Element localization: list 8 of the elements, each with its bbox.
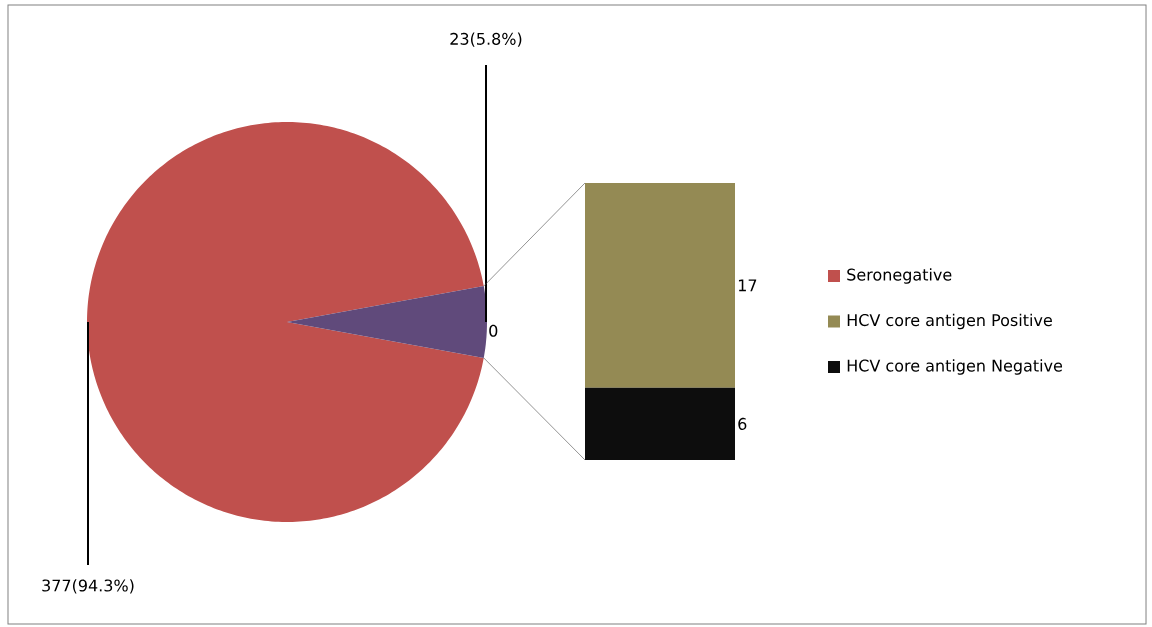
data-label: 17 — [738, 279, 757, 292]
text: 0 — [489, 324, 498, 337]
data-label: 23(5.8%) — [450, 32, 522, 47]
legend-label: Seronegative — [847, 268, 952, 284]
legend-label: HCV core antigen Negative — [847, 359, 1063, 375]
data-label: 6 — [738, 417, 747, 430]
data-label: 377(94.3%) — [42, 579, 134, 594]
legend-label: HCV core antigen Positive — [847, 313, 1052, 330]
